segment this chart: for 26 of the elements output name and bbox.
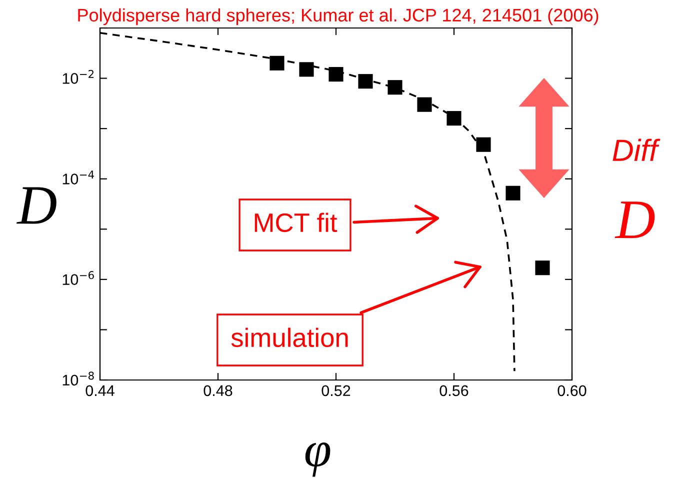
y-tick-label: 10$^{−4}$: [62, 170, 94, 184]
point: [299, 62, 314, 77]
point: [328, 67, 344, 82]
y-axis-title: D: [16, 187, 56, 224]
y-tick-label: 10$^{−2}$: [62, 70, 94, 84]
text: D: [614, 202, 655, 238]
x-axis-title: φ: [305, 442, 330, 477]
chart-title: Polydisperse hard spheres; Kumar et al. JCP 124, 214501 (2006): [78, 8, 598, 26]
x-tick-label: 0.52: [322, 385, 350, 396]
x-tick-label: 0.48: [204, 385, 232, 396]
x-tick-label: 0.56: [440, 385, 468, 396]
y-tick-label: 10$^{−6}$: [62, 271, 94, 285]
point: [535, 260, 550, 276]
x-tick-label: 0.44: [86, 385, 114, 396]
point: [476, 137, 491, 152]
point: [417, 97, 432, 112]
point: [446, 111, 462, 126]
text: Diff: [612, 138, 660, 161]
y-tick-label: 10$^{−8}$: [62, 372, 94, 386]
point: [270, 56, 284, 70]
annotation: simulation: [231, 328, 348, 348]
point: [358, 74, 373, 89]
point: [388, 80, 402, 95]
x-tick-label: 0.60: [558, 385, 586, 396]
annotation: MCT fit: [254, 212, 338, 232]
point: [506, 186, 520, 200]
